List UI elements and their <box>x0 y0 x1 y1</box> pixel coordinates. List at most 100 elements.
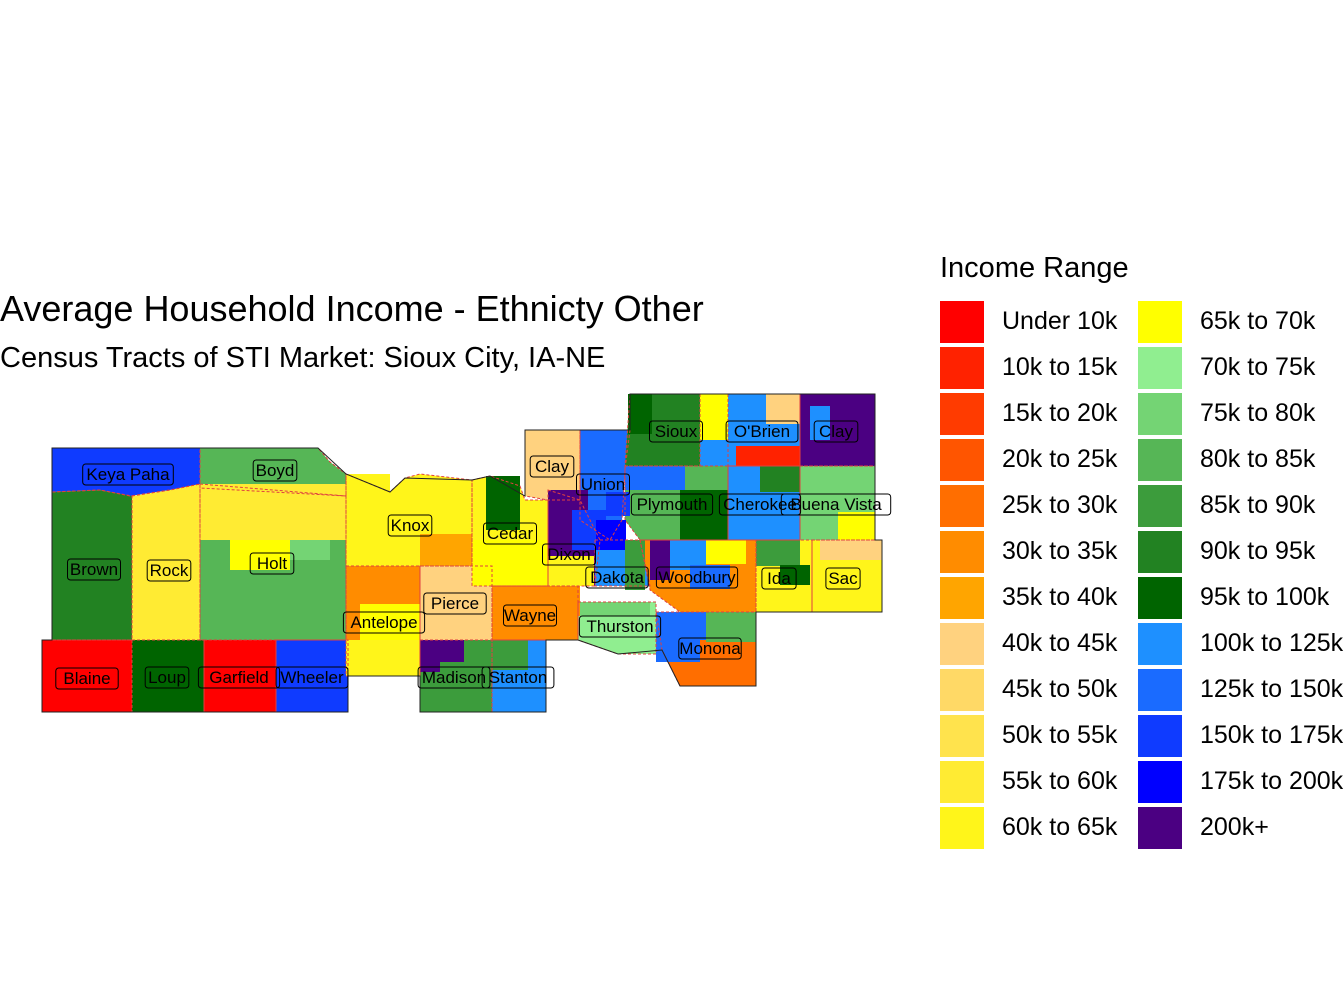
county-shape <box>525 430 580 500</box>
legend-swatch <box>1138 715 1182 757</box>
county-label: Antelope <box>342 611 426 634</box>
county-label: Blaine <box>55 667 119 690</box>
legend-label: Under 10k <box>1002 307 1118 335</box>
legend-swatch <box>940 807 984 849</box>
county-label-box <box>417 666 491 689</box>
legend-swatch <box>940 577 984 619</box>
county-label-text: Knox <box>391 516 430 535</box>
legend-label: 15k to 20k <box>1002 399 1118 427</box>
county-label-box <box>252 459 298 482</box>
legend: Under 10k 10k to 15k 15k to 20k 20k to 25k 2… <box>940 300 1344 852</box>
county-shape <box>42 640 132 712</box>
county-label-text: Garfield <box>209 668 269 687</box>
county-label: Sioux <box>649 420 703 443</box>
county-label: Ida <box>761 567 797 590</box>
legend-swatch <box>1138 761 1182 803</box>
tract-shape <box>492 640 528 670</box>
legend-label: 100k to 125k <box>1200 629 1344 657</box>
county-label-text: Thurston <box>586 617 653 636</box>
legend-item: 15k to 20k <box>940 392 1140 438</box>
legend-swatch <box>1138 393 1182 435</box>
legend-label: 70k to 75k <box>1200 353 1316 381</box>
tract-shape <box>706 540 746 564</box>
county-label-box <box>761 567 797 590</box>
county-label-text: Dakota <box>590 568 644 587</box>
county-label-box <box>55 667 119 690</box>
county-label: Union <box>576 473 630 496</box>
legend-item: 60k to 65k <box>940 806 1140 852</box>
county-label-text: Wayne <box>504 606 556 625</box>
tract-shape <box>810 406 830 440</box>
tract-shape <box>520 586 580 616</box>
legend-item: 35k to 40k <box>940 576 1140 622</box>
tract-shape <box>230 540 290 570</box>
county-label: Pierce <box>423 592 487 615</box>
county-label-box <box>197 666 281 689</box>
county-label-text: Antelope <box>350 613 417 632</box>
county-label-text: Buena Vista <box>790 495 882 514</box>
county-label-text: Sac <box>828 569 858 588</box>
legend-label: 150k to 175k <box>1200 721 1344 749</box>
tract-shape <box>472 540 548 586</box>
county-label: Clay <box>813 420 859 443</box>
county-border <box>131 639 205 713</box>
county-label: Wheeler <box>275 666 349 689</box>
legend-label: 45k to 50k <box>1002 675 1118 703</box>
county-label-text: Brown <box>70 560 118 579</box>
county-label-box <box>146 559 192 582</box>
county-label-text: Madison <box>422 668 486 687</box>
tract-shape <box>838 512 875 540</box>
county-label-box <box>813 420 859 443</box>
county-label-text: Cherokee <box>723 495 797 514</box>
county-label-text: Boyd <box>256 461 295 480</box>
tract-shape <box>820 540 882 560</box>
county-label-box <box>780 493 892 516</box>
county-label: Woodbury <box>655 566 739 589</box>
county-label-text: Monona <box>679 639 741 658</box>
legend-label: 65k to 70k <box>1200 307 1316 335</box>
county-label: Rock <box>146 559 192 582</box>
county-label-box <box>542 543 596 566</box>
county-label-box <box>825 567 861 590</box>
county-label-text: Loup <box>148 668 186 687</box>
county-label-box <box>649 420 703 443</box>
county-label: Stanton <box>481 666 555 689</box>
county-label: Brown <box>67 558 121 581</box>
tract-shape <box>706 612 756 642</box>
county-label: Dixon <box>542 543 596 566</box>
legend-item: Under 10k <box>940 300 1140 346</box>
county-shape <box>132 484 200 640</box>
legend-item: 100k to 125k <box>1138 622 1343 668</box>
county-shape <box>132 640 204 712</box>
tract-shape <box>690 565 730 589</box>
county-label: Wayne <box>503 604 557 627</box>
county-label-text: Sioux <box>655 422 698 441</box>
tract-shape <box>766 394 800 424</box>
county-label: Holt <box>249 552 295 575</box>
tract-shape <box>420 534 472 566</box>
legend-label: 25k to 30k <box>1002 491 1118 519</box>
legend-label: 200k+ <box>1200 813 1269 841</box>
county-border <box>624 465 729 541</box>
county-label-text: Woodbury <box>658 568 736 587</box>
legend-item: 50k to 55k <box>940 714 1140 760</box>
county-label: Garfield <box>197 666 281 689</box>
tract-shape <box>700 394 728 440</box>
legend-label: 20k to 25k <box>1002 445 1118 473</box>
county-label-text: Holt <box>257 554 288 573</box>
tract-shape <box>486 476 520 530</box>
legend-swatch <box>1138 807 1182 849</box>
legend-swatch <box>1138 439 1182 481</box>
legend-label: 55k to 60k <box>1002 767 1118 795</box>
county-label-box <box>387 514 433 537</box>
legend-swatch <box>1138 485 1182 527</box>
county-label-box <box>576 473 630 496</box>
county-label-box <box>423 592 487 615</box>
legend-item: 75k to 80k <box>1138 392 1338 438</box>
legend-swatch <box>940 715 984 757</box>
map-title: Average Household Income - Ethnicty Othe… <box>0 288 704 329</box>
county-label-text: Clay <box>535 457 570 476</box>
tract-shape <box>780 565 810 585</box>
tract-shape <box>360 604 420 640</box>
county-border <box>594 539 651 587</box>
